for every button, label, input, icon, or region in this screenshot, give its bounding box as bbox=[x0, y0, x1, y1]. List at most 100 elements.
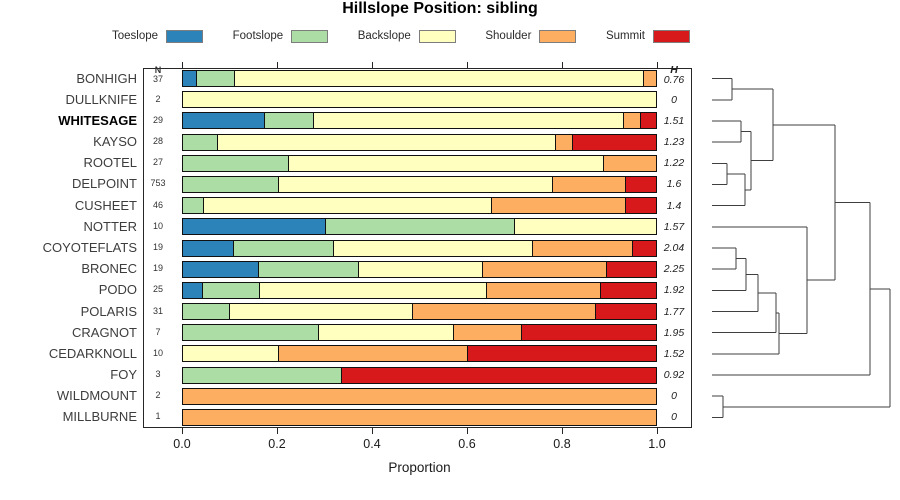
summit-segment bbox=[606, 261, 656, 277]
footslope-segment bbox=[196, 71, 234, 87]
x-tick bbox=[372, 428, 373, 434]
backslope-segment bbox=[259, 282, 486, 298]
legend-swatch bbox=[291, 29, 329, 43]
footslope-segment bbox=[325, 219, 514, 235]
n-value: 1 bbox=[155, 411, 161, 422]
n-header: N bbox=[154, 64, 162, 75]
n-value: 10 bbox=[152, 347, 163, 358]
x-tick bbox=[657, 428, 658, 434]
h-value: 0 bbox=[671, 93, 677, 106]
legend-label: Shoulder bbox=[485, 30, 532, 42]
n-value: 19 bbox=[152, 263, 163, 274]
toeslope-segment bbox=[183, 282, 202, 298]
n-value: 3 bbox=[155, 369, 161, 380]
h-value: 1.95 bbox=[663, 326, 685, 339]
n-value: 753 bbox=[150, 178, 166, 189]
footslope-segment bbox=[233, 240, 333, 256]
bar-bonhigh bbox=[182, 70, 657, 88]
h-value: 1.22 bbox=[663, 157, 685, 170]
footslope-segment bbox=[183, 304, 229, 320]
legend-swatch bbox=[652, 29, 690, 43]
bar-cragnot bbox=[182, 324, 657, 342]
legend-label: Summit bbox=[605, 30, 645, 42]
h-value: H 0.76 bbox=[663, 63, 685, 87]
legend-item-backslope: Backslope bbox=[357, 29, 456, 43]
shoulder-segment bbox=[278, 346, 467, 362]
shoulder-segment bbox=[486, 282, 600, 298]
x-tick bbox=[182, 62, 183, 68]
x-tick bbox=[467, 62, 468, 68]
shoulder-segment bbox=[183, 409, 656, 425]
bar-millburne bbox=[182, 408, 657, 426]
bar-podo bbox=[182, 281, 657, 299]
row-label-cragnot: CRAGNOT bbox=[72, 324, 137, 340]
toeslope-segment bbox=[183, 261, 258, 277]
x-tick-label: 0.6 bbox=[458, 437, 476, 451]
summit-segment bbox=[625, 198, 656, 214]
legend-label: Backslope bbox=[357, 30, 411, 42]
bar-notter bbox=[182, 218, 657, 236]
backslope-segment bbox=[333, 240, 532, 256]
row-label-podo: PODO bbox=[98, 282, 137, 298]
x-tick bbox=[467, 428, 468, 434]
shoulder-segment bbox=[183, 388, 656, 404]
x-axis-title: Proportion bbox=[388, 460, 451, 475]
footslope-segment bbox=[202, 282, 259, 298]
n-value: 19 bbox=[152, 242, 163, 252]
chart-title: Hillslope Position: sibling bbox=[342, 0, 538, 17]
h-value: 2.04 bbox=[663, 242, 685, 254]
backslope-segment bbox=[288, 155, 603, 171]
legend-item-footslope: Footslope bbox=[233, 29, 329, 43]
h-value: 1.57 bbox=[663, 220, 685, 233]
h-value: 1.6 bbox=[666, 178, 682, 191]
toeslope-segment bbox=[183, 71, 196, 87]
h-header: H bbox=[670, 63, 678, 76]
footslope-segment bbox=[183, 134, 217, 150]
shoulder-segment bbox=[482, 261, 606, 277]
row-label-dullknife: DULLKNIFE bbox=[65, 91, 137, 107]
backslope-segment bbox=[318, 325, 453, 341]
x-tick bbox=[182, 428, 183, 434]
n-value: 2 bbox=[155, 390, 161, 401]
row-label-wildmount: WILDMOUNT bbox=[56, 388, 137, 404]
summit-segment bbox=[572, 134, 656, 150]
n-value: 7 bbox=[155, 326, 161, 337]
row-label-foy: FOY bbox=[110, 367, 137, 383]
h-value: 1.51 bbox=[663, 114, 685, 127]
legend-swatch bbox=[166, 29, 204, 43]
n-value: 2 bbox=[155, 93, 161, 104]
legend-swatch bbox=[539, 29, 577, 43]
backslope-segment bbox=[278, 176, 552, 192]
summit-segment bbox=[640, 113, 656, 129]
shoulder-segment bbox=[623, 113, 640, 129]
backslope-segment bbox=[217, 134, 555, 150]
h-value: 1.23 bbox=[663, 136, 685, 149]
x-tick bbox=[562, 62, 563, 68]
backslope-segment bbox=[234, 71, 643, 87]
shoulder-segment bbox=[552, 176, 625, 192]
h-value: 1.92 bbox=[663, 284, 685, 297]
backslope-segment bbox=[514, 219, 656, 235]
legend-item-summit: Summit bbox=[605, 29, 690, 43]
h-value: 0 bbox=[671, 411, 677, 424]
footslope-segment bbox=[183, 176, 278, 192]
h-value: 1.77 bbox=[663, 305, 685, 318]
footslope-segment bbox=[258, 261, 358, 277]
row-label-whitesage: WHITESAGE bbox=[58, 112, 137, 128]
n-value: 10 bbox=[152, 220, 163, 231]
footslope-segment bbox=[183, 198, 203, 214]
backslope-segment bbox=[203, 198, 491, 214]
shoulder-segment bbox=[491, 198, 625, 214]
n-value: 29 bbox=[152, 114, 163, 125]
summit-segment bbox=[467, 346, 656, 362]
row-label-kayso: KAYSO bbox=[93, 134, 137, 150]
row-label-bronec: BRONEC bbox=[81, 261, 137, 277]
h-value: 0.92 bbox=[663, 369, 685, 382]
bar-rootel bbox=[182, 154, 657, 172]
h-value: 2.25 bbox=[663, 263, 685, 276]
footslope-segment bbox=[264, 113, 313, 129]
x-tick-label: 0.8 bbox=[553, 437, 571, 451]
row-label-rootel: ROOTEL bbox=[83, 155, 137, 171]
summit-segment bbox=[600, 282, 656, 298]
footslope-segment bbox=[183, 155, 288, 171]
